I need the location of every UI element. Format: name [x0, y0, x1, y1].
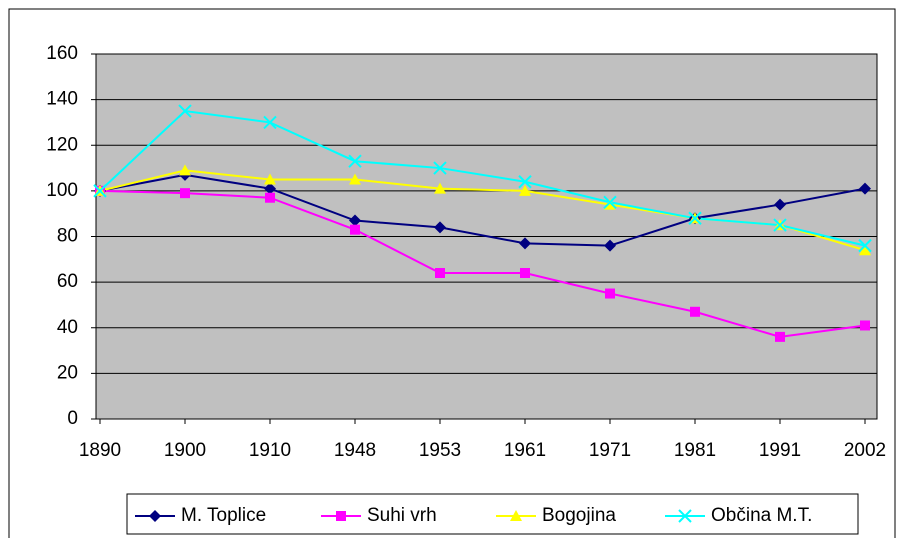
marker — [678, 509, 692, 523]
x-tick-label: 2002 — [844, 440, 886, 461]
legend — [126, 493, 859, 535]
marker — [510, 510, 522, 521]
marker — [775, 331, 785, 342]
x-tick-label: 1953 — [419, 440, 461, 461]
y-tick-label: 0 — [67, 408, 78, 429]
legend-label: Suhi vrh — [367, 505, 437, 526]
y-tick-label: 80 — [57, 226, 78, 247]
marker — [604, 198, 616, 210]
x-tick-label: 1948 — [334, 440, 376, 461]
y-tick-label: 40 — [57, 317, 78, 338]
x-tick-label: 1981 — [674, 440, 716, 461]
marker — [349, 173, 361, 185]
legend-label: Občina M.T. — [711, 505, 812, 526]
series-line — [99, 173, 866, 247]
marker — [604, 239, 616, 252]
marker — [149, 510, 161, 522]
marker — [264, 173, 276, 185]
legend-label: Bogojina — [542, 505, 616, 526]
x-tick-label: 1971 — [589, 440, 631, 461]
y-tick-label: 160 — [46, 43, 78, 64]
marker — [336, 511, 346, 521]
marker — [348, 154, 362, 168]
marker — [519, 237, 531, 250]
marker — [858, 238, 872, 253]
legend-label: M. Toplice — [181, 505, 266, 526]
y-tick-label: 120 — [46, 134, 78, 155]
x-tick-label: 1961 — [504, 440, 546, 461]
x-tick-label: 1890 — [79, 440, 121, 461]
marker — [518, 175, 532, 189]
marker — [605, 288, 615, 299]
marker — [263, 115, 277, 130]
y-tick-label: 20 — [57, 362, 78, 383]
marker — [859, 182, 871, 195]
plot-border — [95, 53, 878, 420]
x-tick-label: 1991 — [759, 440, 801, 461]
marker — [435, 268, 445, 278]
marker — [603, 195, 617, 209]
marker — [350, 224, 360, 235]
marker — [180, 188, 190, 199]
marker — [520, 268, 530, 278]
series-line — [99, 189, 866, 338]
marker — [774, 198, 786, 211]
marker — [688, 211, 702, 225]
marker — [690, 306, 700, 317]
marker — [93, 184, 107, 198]
marker — [178, 104, 192, 118]
marker — [860, 320, 870, 331]
y-tick-label: 140 — [46, 89, 78, 110]
x-tick-label: 1900 — [164, 440, 206, 461]
marker — [859, 244, 871, 256]
marker — [434, 182, 446, 194]
marker — [265, 192, 275, 203]
marker — [433, 161, 447, 175]
marker — [773, 218, 787, 232]
marker — [179, 164, 191, 176]
series-line — [99, 109, 866, 247]
x-tick-label: 1910 — [249, 440, 291, 461]
marker — [264, 182, 276, 195]
marker — [434, 221, 446, 234]
y-tick-label: 100 — [46, 180, 78, 201]
y-tick-label: 60 — [57, 271, 78, 292]
marker — [349, 214, 361, 227]
marker — [519, 184, 531, 196]
